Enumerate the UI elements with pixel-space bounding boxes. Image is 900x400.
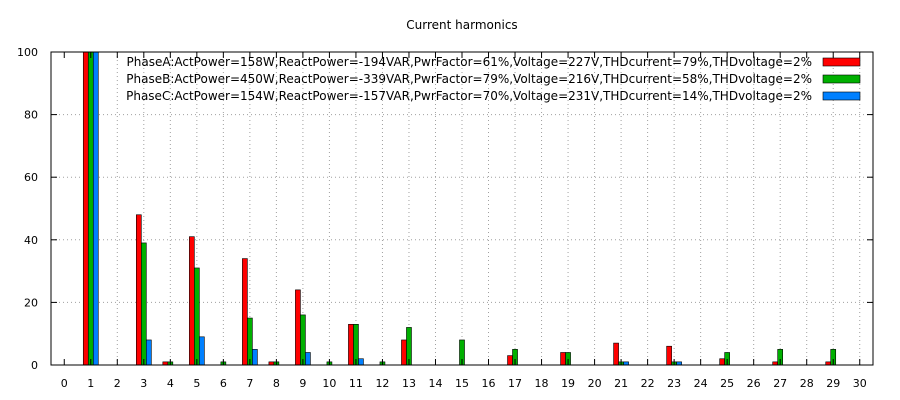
x-tick-label-4: 4	[167, 377, 174, 390]
bar-series2-h5	[194, 267, 200, 366]
x-tick-label-20: 20	[588, 377, 602, 390]
y-tick-label-80: 80	[24, 109, 38, 122]
bar-series1-h25	[719, 358, 725, 366]
x-tick-label-11: 11	[349, 377, 363, 390]
x-tick-label-14: 14	[428, 377, 442, 390]
x-tick-label-18: 18	[535, 377, 549, 390]
x-tick-label-5: 5	[193, 377, 200, 390]
x-tick-label-30: 30	[853, 377, 867, 390]
bar-series1-h21	[613, 342, 619, 366]
legend: PhaseA:ActPower=158W,ReactPower=-194VAR,…	[126, 55, 861, 103]
y-tick-label-60: 60	[24, 171, 38, 184]
bar-series2-h7	[247, 317, 253, 366]
grid-layer	[51, 52, 873, 365]
axes-layer: 0 1 2 3 4 5 6 7 8 9 10 11 12 13 14 15 16 17 18 19 20 21 22 23 24…	[17, 46, 874, 390]
y-tick-label-100: 100	[17, 46, 38, 59]
bar-series1-h13	[401, 339, 407, 366]
bar-series1-h11	[348, 324, 354, 366]
bar-series3-h11	[358, 358, 364, 366]
bar-series1-h3	[136, 214, 142, 366]
bar-series3-h7	[252, 349, 258, 366]
bar-series2-h9	[300, 314, 306, 366]
bar-series3-h9	[305, 352, 311, 366]
x-tick-label-12: 12	[375, 377, 389, 390]
x-tick-label-28: 28	[800, 377, 814, 390]
x-tick-label-8: 8	[273, 377, 280, 390]
bar-series1-h7	[242, 258, 248, 366]
x-tick-label-17: 17	[508, 377, 522, 390]
chart-title: Current harmonics	[406, 18, 517, 32]
bar-series3-h1	[92, 51, 99, 366]
legend-label-series3: PhaseC:ActPower=154W,ReactPower=-157VAR,…	[126, 89, 812, 103]
x-tick-label-25: 25	[720, 377, 734, 390]
bar-series2-h3	[141, 242, 147, 366]
bar-series3-h3	[146, 339, 152, 366]
x-tick-label-1: 1	[87, 377, 94, 390]
bar-series3-h5	[199, 336, 205, 366]
bar-series1-h9	[295, 289, 301, 366]
legend-swatch-series3	[822, 91, 861, 101]
x-tick-label-19: 19	[561, 377, 575, 390]
x-tick-label-27: 27	[773, 377, 787, 390]
bar-series1-h5	[189, 236, 195, 366]
x-tick-label-24: 24	[694, 377, 708, 390]
bar-series1-h17	[507, 355, 513, 366]
bar-series1-h1	[82, 51, 89, 366]
x-tick-label-16: 16	[482, 377, 496, 390]
bars-layer	[82, 51, 837, 366]
x-tick-label-23: 23	[667, 377, 681, 390]
y-tick-label-40: 40	[24, 234, 38, 247]
x-tick-label-6: 6	[220, 377, 227, 390]
x-tick-label-0: 0	[61, 377, 68, 390]
x-tick-label-13: 13	[402, 377, 416, 390]
bar-series1-h23	[666, 345, 672, 366]
x-tick-label-2: 2	[114, 377, 121, 390]
y-tick-label-20: 20	[24, 296, 38, 309]
y-tick-label-0: 0	[31, 359, 38, 372]
legend-label-series2: PhaseB:ActPower=450W,ReactPower=-339VAR,…	[126, 72, 812, 86]
legend-swatch-series1	[822, 57, 861, 67]
x-tick-label-22: 22	[641, 377, 655, 390]
bar-series2-h1	[87, 51, 94, 366]
legend-label-series1: PhaseA:ActPower=158W,ReactPower=-194VAR,…	[127, 55, 813, 69]
x-tick-label-29: 29	[826, 377, 840, 390]
x-tick-label-3: 3	[140, 377, 147, 390]
bar-series2-h11	[353, 324, 359, 366]
x-tick-label-15: 15	[455, 377, 469, 390]
bar-series1-h19	[560, 352, 566, 366]
legend-swatch-series2	[822, 74, 861, 84]
x-tick-label-10: 10	[322, 377, 336, 390]
x-tick-label-26: 26	[747, 377, 761, 390]
x-tick-label-9: 9	[299, 377, 306, 390]
x-tick-label-21: 21	[614, 377, 628, 390]
x-tick-label-7: 7	[246, 377, 253, 390]
